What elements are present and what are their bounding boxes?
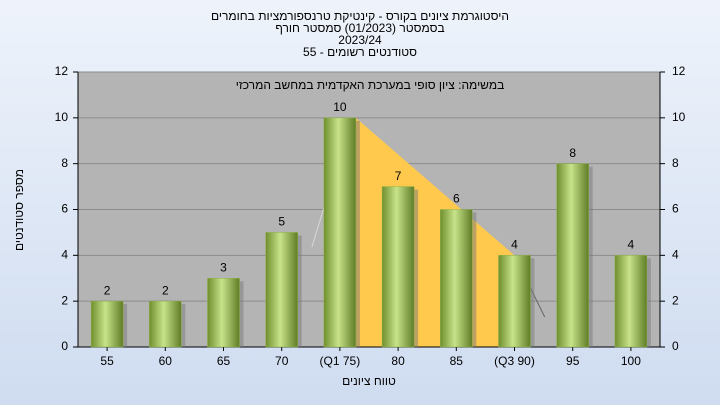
y2-tick-label: 0 bbox=[672, 339, 679, 353]
annotation: במשימה: ציון סופי במערכת האקדמית במחשב ה… bbox=[236, 78, 505, 92]
value-label: 4 bbox=[511, 238, 518, 252]
bar bbox=[498, 255, 531, 348]
x-tick-label: 85 bbox=[450, 354, 464, 368]
subtitle: סטודנטים רשומים - 55 bbox=[303, 45, 417, 59]
bar bbox=[556, 163, 589, 348]
bar bbox=[90, 300, 124, 348]
y-axis-label: מספר סטודנטים bbox=[12, 169, 26, 251]
value-label: 5 bbox=[278, 215, 285, 229]
x-axis-label: טווח ציונים bbox=[342, 374, 396, 388]
x-tick-label: 100 bbox=[621, 354, 641, 368]
bar bbox=[440, 209, 473, 348]
bar bbox=[149, 300, 182, 348]
x-tick-label: 60 bbox=[159, 354, 173, 368]
x-tick-label: 95 bbox=[566, 354, 580, 368]
bar bbox=[265, 232, 298, 348]
bar bbox=[381, 186, 415, 348]
x-tick-label: (Q3 90) bbox=[494, 354, 535, 368]
y2-tick-label: 10 bbox=[672, 110, 686, 124]
value-label: 7 bbox=[395, 169, 402, 183]
value-label: 3 bbox=[220, 260, 227, 274]
y-tick-label: 0 bbox=[61, 339, 68, 353]
x-tick-label: 55 bbox=[100, 354, 114, 368]
y2-tick-label: 4 bbox=[672, 248, 679, 262]
subtitle: בסמסטר (01/2023) סמסטר חורף bbox=[275, 21, 444, 35]
y-tick-label: 8 bbox=[61, 156, 68, 170]
bar bbox=[207, 278, 240, 348]
value-label: 2 bbox=[104, 283, 111, 297]
x-tick-label: (Q1 75) bbox=[320, 354, 361, 368]
value-label: 2 bbox=[162, 283, 169, 297]
value-label: 8 bbox=[569, 146, 576, 160]
y-tick-label: 10 bbox=[55, 110, 69, 124]
bar bbox=[614, 255, 648, 348]
x-tick-label: 70 bbox=[275, 354, 289, 368]
y-tick-label: 4 bbox=[61, 248, 68, 262]
y2-tick-label: 2 bbox=[672, 293, 679, 307]
trend bbox=[311, 207, 325, 248]
y2-tick-label: 6 bbox=[672, 202, 679, 216]
subtitle: 2023/24 bbox=[338, 33, 382, 47]
y-tick-label: 2 bbox=[61, 293, 68, 307]
y-tick-label: 6 bbox=[61, 202, 68, 216]
y2-tick-label: 8 bbox=[672, 156, 679, 170]
x-tick-label: 65 bbox=[217, 354, 231, 368]
y2-tick-label: 12 bbox=[672, 64, 686, 78]
value-label: 10 bbox=[333, 100, 347, 114]
bar bbox=[323, 117, 357, 348]
y-tick-label: 12 bbox=[55, 64, 69, 78]
value-label: 4 bbox=[628, 238, 635, 252]
value-label: 6 bbox=[453, 192, 460, 206]
chart-title: היסטוגרמת ציונים בקורס - קינטיקת טרנספור… bbox=[211, 9, 509, 23]
x-tick-label: 80 bbox=[391, 354, 405, 368]
